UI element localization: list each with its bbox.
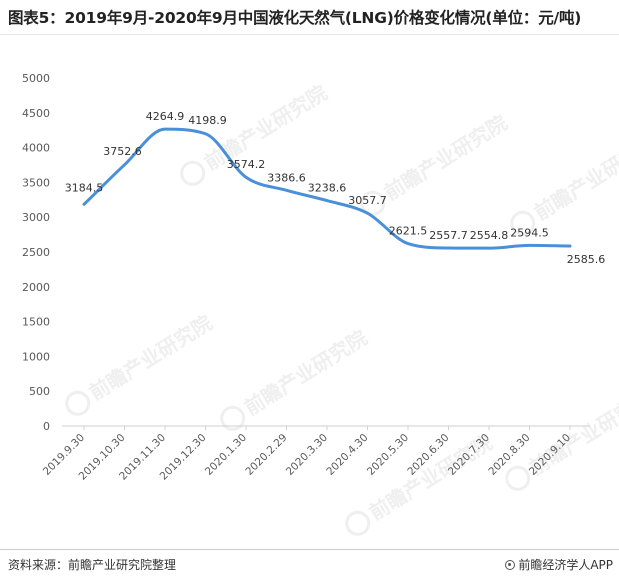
data-label: 3238.6 (308, 182, 347, 195)
watermark-text: 前瞻产业研究院 (85, 310, 216, 405)
watermark: 前瞻产业研究院 (65, 310, 216, 416)
y-tick-label: 4500 (22, 107, 50, 120)
x-tick-label: 2020.2.29 (243, 432, 289, 478)
x-tick-label: 2020.5.30 (365, 432, 411, 478)
data-label: 3752.6 (103, 145, 142, 158)
x-tick-label: 2020.4.30 (324, 432, 370, 478)
series-line (82, 127, 572, 250)
y-tick-label: 1000 (22, 350, 50, 363)
qianzhan-logo-icon (505, 560, 516, 570)
data-label: 3574.2 (227, 158, 266, 171)
qianzhan-logo-icon (505, 465, 531, 491)
data-label: 2554.8 (470, 229, 509, 242)
qianzhan-logo-icon (65, 390, 91, 416)
watermark: 前瞻产业研究院 (510, 130, 619, 236)
y-tick-label: 2000 (22, 281, 50, 294)
y-tick-label: 3000 (22, 211, 50, 224)
qianzhan-logo-icon (220, 405, 246, 431)
watermark-text: 前瞻产业研究院 (240, 325, 371, 420)
y-tick-label: 5000 (22, 72, 50, 85)
watermark: 前瞻产业研究院 (220, 325, 371, 431)
data-label: 2557.7 (429, 229, 468, 242)
watermark-text: 前瞻产业研究院 (530, 130, 619, 225)
footer-divider (0, 549, 619, 550)
data-label: 3386.6 (267, 171, 306, 184)
chart-title: 图表5：2019年9月-2020年9月中国液化天然气(LNG)价格变化情况(单位… (8, 9, 582, 27)
y-tick-label: 1500 (22, 316, 50, 329)
x-tick-label: 2020.3.30 (284, 432, 330, 478)
y-tick-label: 3500 (22, 176, 50, 189)
watermark: 前瞻产业研究院 (180, 80, 331, 186)
data-label: 2621.5 (389, 225, 428, 238)
series-layer (82, 127, 572, 250)
data-label: 4264.9 (146, 110, 185, 123)
y-tick-label: 2500 (22, 246, 50, 259)
data-label: 2594.5 (510, 226, 549, 239)
y-tick-label: 500 (29, 385, 50, 398)
qianzhan-logo-icon (360, 190, 386, 216)
qianzhan-logo-icon (510, 210, 536, 236)
data-label-layer: 3184.5 3752.6 4264.9 4198.9 3574.23386.63238… (65, 110, 606, 266)
data-label: 3184.5 (65, 181, 104, 194)
watermark-text: 前瞻产业研究院 (200, 80, 331, 175)
brand-label: 前瞻经济学人APP (518, 558, 613, 572)
qianzhan-logo-icon (180, 160, 206, 186)
x-tick-label: 2020.1.30 (203, 432, 249, 478)
y-tick-label: 0 (43, 420, 50, 433)
brand-credit: 前瞻经济学人APP (505, 556, 613, 573)
data-label: 2585.6 (567, 253, 606, 266)
title-divider (0, 34, 619, 35)
data-label: 3057.7 (348, 194, 387, 207)
y-tick-label: 4000 (22, 142, 50, 155)
watermark-text: 前瞻产业研究院 (380, 110, 511, 205)
qianzhan-logo-icon (345, 510, 371, 536)
source-note: 资料来源：前瞻产业研究院整理 (8, 558, 177, 572)
data-label: 4198.9 (188, 114, 227, 127)
